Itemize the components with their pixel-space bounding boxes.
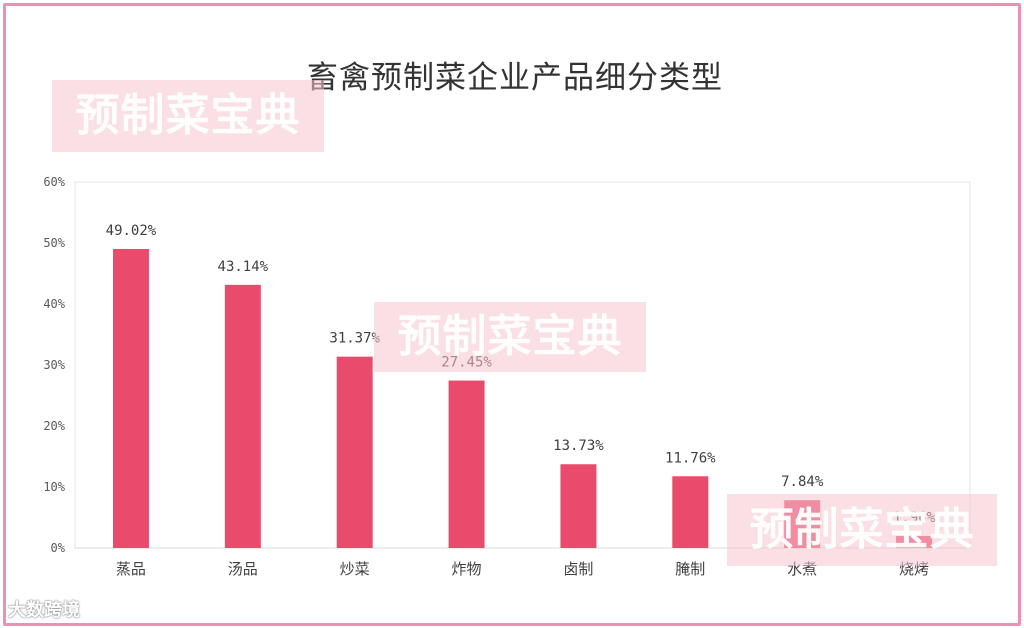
data-label: 31.37% bbox=[329, 331, 380, 347]
data-label: 7.84% bbox=[781, 474, 824, 490]
y-tick-label: 60% bbox=[43, 175, 65, 189]
x-tick-label: 炒菜 bbox=[340, 560, 370, 578]
watermark: 预制菜宝典 bbox=[52, 80, 324, 152]
x-tick-label: 炸物 bbox=[452, 560, 482, 578]
x-tick-label: 卤制 bbox=[563, 560, 593, 578]
bar bbox=[336, 356, 373, 548]
bar bbox=[112, 248, 149, 548]
bar bbox=[448, 380, 485, 548]
y-tick-label: 50% bbox=[43, 236, 65, 250]
data-label: 43.14% bbox=[218, 259, 269, 275]
chart-frame bbox=[3, 3, 1021, 626]
x-tick-label: 腌制 bbox=[675, 560, 705, 578]
x-tick-label: 蒸品 bbox=[116, 560, 146, 578]
data-label: 49.02% bbox=[106, 223, 157, 239]
x-tick-label: 汤品 bbox=[228, 560, 258, 578]
data-label: 11.76% bbox=[665, 450, 716, 466]
data-label: 13.73% bbox=[553, 438, 604, 454]
y-tick-label: 0% bbox=[51, 541, 66, 555]
watermark: 预制菜宝典 bbox=[727, 494, 997, 566]
x-axis: 蒸品 汤品 炒菜 炸物 卤制 腌制 水煮 烧烤 bbox=[116, 560, 929, 578]
y-tick-label: 10% bbox=[43, 480, 65, 494]
watermark: 预制菜宝典 bbox=[374, 302, 646, 372]
y-tick-label: 30% bbox=[43, 358, 65, 372]
source-credit: 大数跨境 bbox=[8, 600, 80, 621]
y-tick-label: 40% bbox=[43, 297, 65, 311]
y-tick-label: 20% bbox=[43, 419, 65, 433]
chart-title: 畜禽预制菜企业产品细分类型 bbox=[307, 60, 723, 96]
bar bbox=[560, 464, 597, 548]
bar bbox=[672, 476, 709, 548]
bar bbox=[224, 284, 261, 548]
